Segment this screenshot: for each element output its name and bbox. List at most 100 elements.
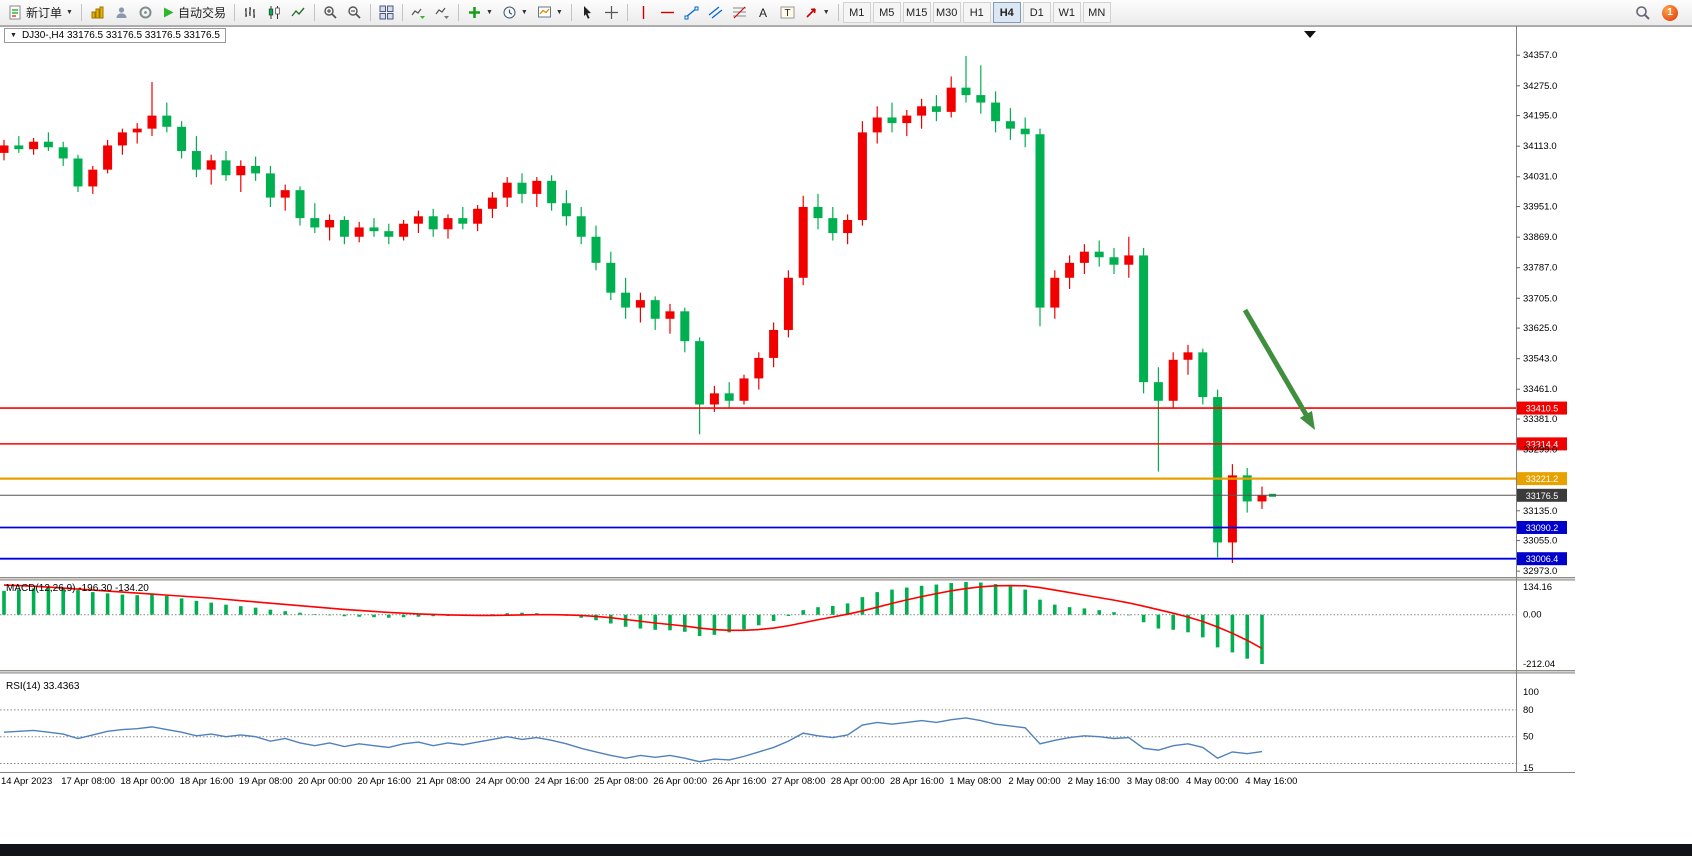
- svg-text:T: T: [784, 8, 790, 19]
- autotrading-label: 自动交易: [177, 6, 226, 20]
- svg-text:25 Apr 08:00: 25 Apr 08:00: [594, 776, 648, 787]
- svg-text:A: A: [759, 6, 767, 20]
- svg-text:33787.0: 33787.0: [1523, 263, 1557, 274]
- svg-text:28 Apr 00:00: 28 Apr 00:00: [831, 776, 885, 787]
- toolbar: 新订单 ▼ 自动交易 ▼: [0, 0, 1692, 26]
- text-button[interactable]: A: [752, 1, 775, 24]
- timeframe-h4-button[interactable]: H4: [992, 2, 1021, 23]
- svg-text:33299.0: 33299.0: [1523, 445, 1557, 456]
- collapse-triangle-icon: ▼: [10, 32, 17, 39]
- svg-text:24 Apr 16:00: 24 Apr 16:00: [535, 776, 589, 787]
- indicators-button[interactable]: ▼: [463, 1, 497, 24]
- timeframe-mn-button[interactable]: MN: [1082, 2, 1111, 23]
- chevron-down-icon: ▼: [822, 9, 830, 16]
- price-chart[interactable]: 33410.5 33314.4 33221.2 33176.5 33090.2 33006…: [0, 26, 1692, 856]
- indicators-icon: [468, 7, 480, 18]
- market-watch-button[interactable]: [134, 1, 157, 24]
- auto-scroll-button[interactable]: [407, 1, 430, 24]
- svg-text:32973.0: 32973.0: [1523, 566, 1557, 577]
- svg-text:4 May 16:00: 4 May 16:00: [1245, 776, 1297, 787]
- templates-icon: [537, 6, 551, 18]
- channel-button[interactable]: [704, 1, 727, 24]
- svg-text:2 May 16:00: 2 May 16:00: [1068, 776, 1120, 787]
- profiles-button[interactable]: [110, 1, 133, 24]
- line-chart-button[interactable]: [287, 1, 310, 24]
- svg-text:34275.0: 34275.0: [1523, 81, 1557, 92]
- zoom-in-button[interactable]: [319, 1, 342, 24]
- timeframe-d1-button[interactable]: D1: [1022, 2, 1051, 23]
- chart-shift-button[interactable]: [431, 1, 454, 24]
- svg-text:24 Apr 00:00: 24 Apr 00:00: [476, 776, 530, 787]
- zoom-out-icon: [348, 6, 361, 19]
- chart-title: DJ30-,H4 33176.5 33176.5 33176.5 33176.5: [21, 30, 220, 41]
- text-icon: A: [759, 6, 767, 20]
- timeframe-m5-button[interactable]: M5: [872, 2, 901, 23]
- notification-badge[interactable]: 1: [1662, 4, 1678, 21]
- templates-button[interactable]: ▼: [533, 1, 567, 24]
- svg-text:15: 15: [1523, 763, 1534, 774]
- timeframe-m15-button[interactable]: M15: [902, 2, 931, 23]
- zoom-in-icon: [324, 6, 337, 19]
- svg-text:33381.0: 33381.0: [1523, 414, 1557, 425]
- new-order-button[interactable]: 新订单 ▼: [4, 1, 77, 24]
- toolbar-separator: [233, 4, 235, 21]
- chart-info-box[interactable]: ▼ DJ30-,H4 33176.5 33176.5 33176.5 33176…: [4, 28, 226, 43]
- timeframe-h1-button[interactable]: H1: [962, 2, 991, 23]
- toolbar-separator: [626, 4, 628, 21]
- arrow-shape-icon: [806, 8, 816, 18]
- timeframe-m1-button[interactable]: M1: [842, 2, 871, 23]
- svg-text:33461.0: 33461.0: [1523, 384, 1557, 395]
- vertical-line-button[interactable]: [632, 1, 655, 24]
- svg-text:100: 100: [1523, 687, 1539, 698]
- svg-text:80: 80: [1523, 705, 1534, 716]
- tile-windows-button[interactable]: [375, 1, 398, 24]
- cursor-button[interactable]: [576, 1, 599, 24]
- new-chart-button[interactable]: [86, 1, 109, 24]
- svg-text:33410.5: 33410.5: [1526, 404, 1559, 414]
- bar-chart-button[interactable]: [239, 1, 262, 24]
- svg-text:4 May 00:00: 4 May 00:00: [1186, 776, 1238, 787]
- candlestick-chart-button[interactable]: [263, 1, 286, 24]
- crosshair-button[interactable]: [600, 1, 623, 24]
- trendline-button[interactable]: [680, 1, 703, 24]
- timeframe-w1-button[interactable]: W1: [1052, 2, 1081, 23]
- toolbar-separator: [313, 4, 315, 21]
- svg-text:33625.0: 33625.0: [1523, 323, 1557, 334]
- tile-windows-icon: [379, 5, 394, 20]
- svg-text:17 Apr 08:00: 17 Apr 08:00: [61, 776, 115, 787]
- chart-window: 33410.5 33314.4 33221.2 33176.5 33090.2 33006…: [0, 26, 1692, 856]
- svg-text:20 Apr 16:00: 20 Apr 16:00: [357, 776, 411, 787]
- search-button[interactable]: [1631, 1, 1655, 24]
- zoom-out-button[interactable]: [343, 1, 366, 24]
- trendline-icon: [684, 6, 699, 20]
- market-watch-icon: [139, 6, 152, 19]
- svg-text:33221.2: 33221.2: [1526, 474, 1559, 484]
- svg-text:1 May 08:00: 1 May 08:00: [949, 776, 1001, 787]
- fibonacci-button[interactable]: [728, 1, 751, 24]
- svg-text:34113.0: 34113.0: [1523, 141, 1557, 152]
- svg-text:50: 50: [1523, 732, 1534, 743]
- new-order-icon: [9, 5, 21, 20]
- svg-text:34195.0: 34195.0: [1523, 111, 1557, 122]
- svg-text:33705.0: 33705.0: [1523, 293, 1557, 304]
- periods-button[interactable]: ▼: [498, 1, 532, 24]
- search-icon: [1636, 5, 1650, 20]
- shapes-button[interactable]: ▼: [800, 1, 834, 24]
- svg-text:33543.0: 33543.0: [1523, 354, 1557, 365]
- svg-text:33055.0: 33055.0: [1523, 536, 1557, 547]
- toolbar-separator: [570, 4, 572, 21]
- bar-chart-icon: [244, 7, 255, 18]
- horizontal-line-button[interactable]: [656, 1, 679, 24]
- profiles-icon: [116, 7, 127, 18]
- svg-text:18 Apr 16:00: 18 Apr 16:00: [180, 776, 234, 787]
- clock-icon: [503, 6, 516, 19]
- svg-text:19 Apr 08:00: 19 Apr 08:00: [239, 776, 293, 787]
- autotrading-button[interactable]: 自动交易: [158, 1, 230, 24]
- crosshair-icon: [604, 6, 618, 19]
- timeframe-m30-button[interactable]: M30: [932, 2, 961, 23]
- chevron-down-icon: ▼: [520, 9, 528, 16]
- new-chart-icon: [91, 6, 104, 19]
- svg-text:33006.4: 33006.4: [1526, 554, 1559, 564]
- text-label-button[interactable]: T: [776, 1, 799, 24]
- svg-text:33135.0: 33135.0: [1523, 506, 1557, 517]
